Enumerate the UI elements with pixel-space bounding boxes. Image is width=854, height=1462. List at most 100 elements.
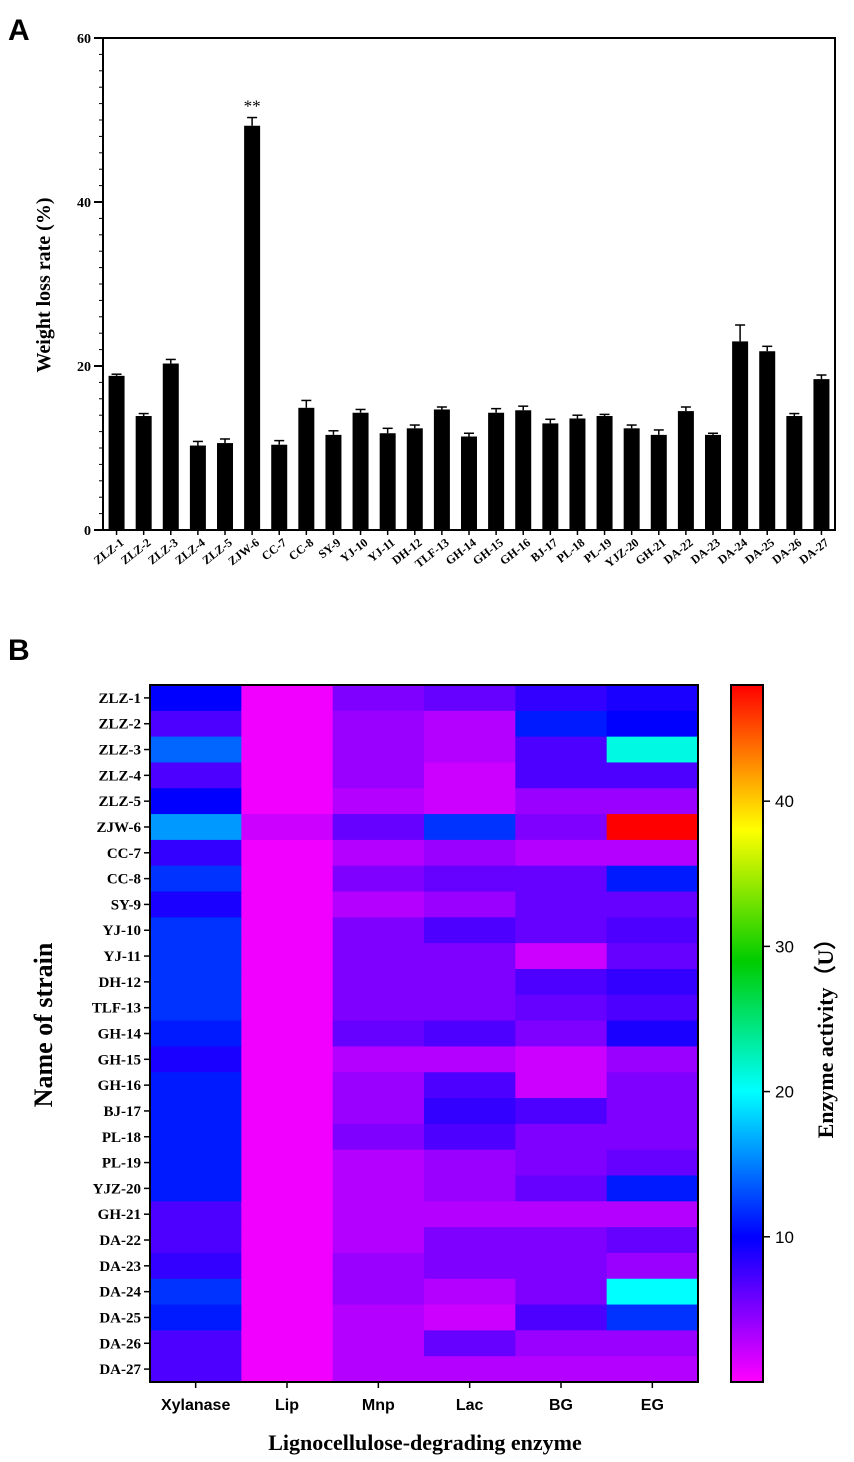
heatmap-cell xyxy=(606,1227,699,1254)
heatmap-cell xyxy=(606,762,699,789)
heatmap-cell xyxy=(150,917,242,944)
heatmap-cell xyxy=(241,1330,334,1357)
heatmap-cell xyxy=(241,1304,334,1331)
heatmap-cell xyxy=(241,1278,334,1306)
row-label: SY-9 xyxy=(111,897,141,913)
colorbar-label: Enzyme activity（U） xyxy=(813,928,838,1139)
heatmap-cell xyxy=(332,865,425,893)
bar-chart-panel-a: Weight loss rate (%) 0204060ZLZ-1ZLZ-2ZL… xyxy=(33,32,836,571)
colorbar xyxy=(730,684,764,1383)
heatmap-cell xyxy=(515,1123,608,1151)
heatmap-cell xyxy=(606,1304,699,1331)
bar xyxy=(650,434,667,530)
heatmap-cell xyxy=(606,1123,699,1151)
heatmap-cell xyxy=(424,1098,516,1125)
heatmap-cell xyxy=(424,1175,516,1202)
bar xyxy=(189,445,206,530)
heatmap-cell xyxy=(241,814,334,841)
y-tick-label: 20 xyxy=(77,360,91,375)
x-tick-label: ZLZ-4 xyxy=(172,535,207,567)
heatmap-cell xyxy=(332,839,425,867)
heatmap-cell xyxy=(332,1175,425,1202)
heatmap-cell xyxy=(606,839,699,867)
heatmap-cell xyxy=(150,1123,242,1151)
heatmap-cell xyxy=(515,994,608,1022)
heatmap-cell xyxy=(241,917,334,944)
heatmap-cell xyxy=(150,891,242,918)
heatmap-cell xyxy=(515,1046,608,1073)
bar xyxy=(786,416,803,530)
bar xyxy=(108,375,125,530)
x-tick-label: CC-8 xyxy=(286,535,316,563)
heatmap-cell xyxy=(424,762,516,789)
heatmap-cell xyxy=(332,788,425,815)
column-label: EG xyxy=(641,1397,664,1414)
bar xyxy=(759,351,776,530)
row-label: ZLZ-4 xyxy=(98,768,141,784)
heatmap-cell xyxy=(515,1201,608,1228)
row-label: DA-27 xyxy=(99,1362,141,1378)
heatmap-panel-b: Name of strain Lignocellulose-degrading … xyxy=(29,684,838,1455)
heatmap-cell xyxy=(606,736,699,764)
x-tick-label: BJ-17 xyxy=(528,535,560,565)
heatmap-cell xyxy=(241,994,334,1022)
row-label: TLF-13 xyxy=(92,1001,141,1017)
heatmap-cell xyxy=(332,1149,425,1177)
heatmap-cell xyxy=(332,1123,425,1151)
heatmap-cell xyxy=(606,1072,699,1099)
heatmap-cell xyxy=(150,762,242,789)
heatmap-cell xyxy=(332,710,425,738)
heatmap-cell xyxy=(332,1278,425,1306)
bar xyxy=(379,433,396,530)
heatmap-cell xyxy=(150,1330,242,1357)
heatmap-cell xyxy=(606,1330,699,1357)
heatmap-cell xyxy=(150,1046,242,1073)
heatmap-cell xyxy=(332,891,425,918)
row-label: PL-18 xyxy=(102,1130,141,1146)
heatmap-cell xyxy=(515,1020,608,1048)
heatmap-cell xyxy=(150,1356,242,1383)
heatmap-cell xyxy=(424,1304,516,1331)
heatmap-cell xyxy=(424,1201,516,1228)
heatmap-cell xyxy=(424,710,516,738)
heatmap-cell xyxy=(606,891,699,918)
row-label: DA-24 xyxy=(99,1285,141,1301)
heatmap-cell xyxy=(332,1098,425,1125)
panel-a-label: A xyxy=(8,14,30,47)
heatmap-cell xyxy=(515,1227,608,1254)
heatmap-cell xyxy=(424,788,516,815)
bar xyxy=(461,436,477,530)
heatmap-cell xyxy=(332,1330,425,1357)
heatmap-cell xyxy=(332,1020,425,1048)
bar xyxy=(406,428,423,530)
heatmap-cell xyxy=(424,1046,516,1073)
heatmap-cell xyxy=(332,1072,425,1099)
heatmap-cell xyxy=(241,1046,334,1073)
heatmap-cell xyxy=(424,736,516,764)
heatmap-cell xyxy=(424,1149,516,1177)
heatmap-cell xyxy=(424,917,516,944)
bar xyxy=(244,125,261,531)
row-label: DH-12 xyxy=(99,975,142,991)
row-label: GH-14 xyxy=(98,1027,142,1043)
heatmap-cell xyxy=(241,1149,334,1177)
bar xyxy=(325,434,342,530)
colorbar-tick-label: 20 xyxy=(775,1083,794,1102)
heatmap-cell xyxy=(515,968,608,996)
heatmap-cell xyxy=(424,1356,516,1383)
heatmap-cell xyxy=(424,994,516,1022)
row-label: ZLZ-2 xyxy=(98,717,141,733)
bar xyxy=(813,379,830,530)
heatmap-cell xyxy=(606,814,699,841)
heatmap-cell xyxy=(150,1278,242,1306)
heatmap-cell xyxy=(424,1072,516,1099)
heatmap-cell xyxy=(150,1020,242,1048)
heatmap-cell xyxy=(150,685,242,712)
x-tick-label: ZLZ-3 xyxy=(145,535,180,567)
bar xyxy=(488,412,505,530)
heatmap-cell xyxy=(150,839,242,867)
significance-annotation: ** xyxy=(244,97,261,116)
heatmap-cell xyxy=(150,943,242,970)
row-label: YJ-11 xyxy=(104,949,142,965)
row-label: PL-19 xyxy=(102,1156,141,1172)
